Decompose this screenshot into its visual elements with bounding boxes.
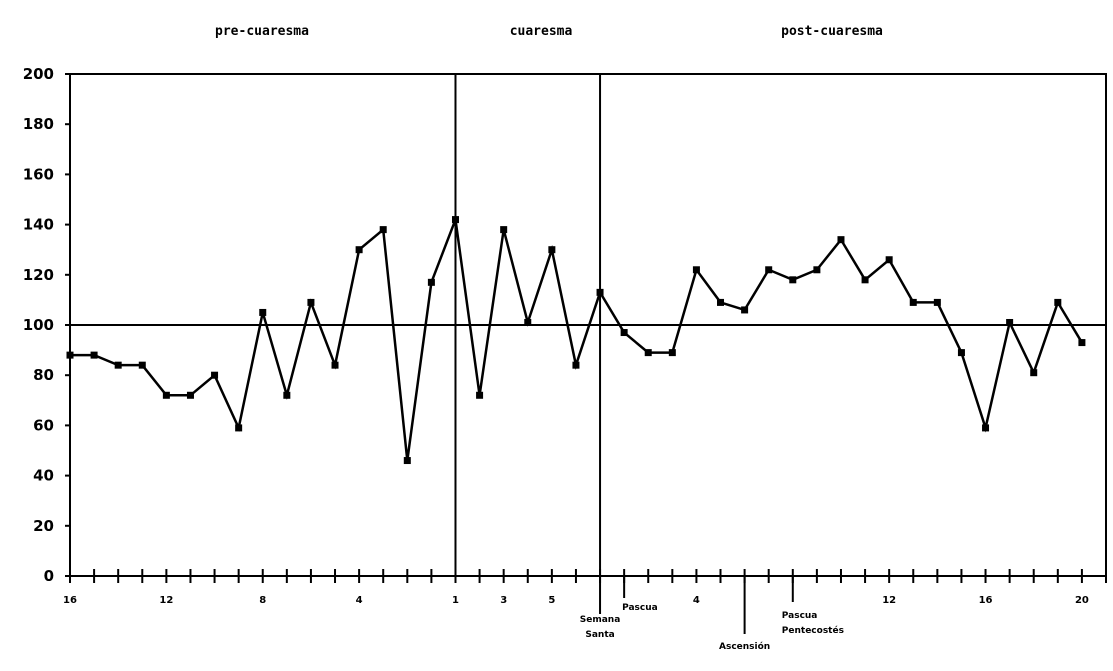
y-tick-label: 140 [23,216,54,234]
data-point [500,226,508,234]
event-label: Pascua [622,603,658,613]
x-axis: 16 12 8 4 1 3 5 4 12 16 20 [63,569,1107,606]
data-point [668,349,676,357]
data-point [789,276,797,284]
data-point [885,256,893,264]
period-label-lent: cuaresma [510,24,573,39]
data-point [1006,318,1014,326]
y-tick-label: 60 [33,416,54,434]
x-tick-label: 12 [159,595,173,606]
x-tick-label: 1 [452,595,459,606]
y-tick-label: 120 [23,266,54,284]
data-point [837,236,845,244]
data-point [427,278,435,286]
series-line [70,219,1083,461]
y-tick-label: 20 [33,517,54,535]
x-tick-label: 3 [500,595,507,606]
data-point [692,266,700,274]
data-point [90,351,98,359]
data-point [1030,369,1038,377]
data-point [162,391,170,399]
data-point [1054,298,1062,306]
y-tick-label: 0 [44,567,54,585]
event-markers: Semana Santa Pascua Ascensión Pascua Pentecos… [580,576,844,652]
data-point [66,351,74,359]
data-point [957,349,965,357]
period-label-pre: pre-cuaresma [215,24,309,39]
data-point [717,298,725,306]
y-tick-label: 180 [23,115,54,133]
x-tick-label: 4 [693,595,700,606]
y-tick-label: 160 [23,165,54,183]
x-tick-label: 8 [259,595,266,606]
event-label: Semana [580,615,621,625]
series-index [66,216,1086,465]
data-point [331,361,339,369]
data-point [1078,339,1086,347]
data-point [861,276,869,284]
data-point [548,246,556,254]
period-label-post: post-cuaresma [781,24,883,39]
x-tick-label: 5 [548,595,555,606]
data-point [355,246,363,254]
y-axis: 0 20 40 60 80 100 120 140 160 180 200 [23,65,70,585]
event-label: Ascensión [719,641,770,652]
y-tick-label: 200 [23,65,54,83]
data-point [909,298,917,306]
x-tick-label: 4 [356,595,363,606]
data-point [644,349,652,357]
x-tick-label: 20 [1075,595,1089,606]
x-tick-label: 16 [63,595,77,606]
data-point [211,371,219,379]
data-point [379,226,387,234]
event-label: Pentecostés [782,625,844,636]
y-tick-label: 100 [23,316,54,334]
data-point [933,298,941,306]
data-point [114,361,122,369]
event-label: Santa [585,630,614,640]
data-point [765,266,773,274]
data-point [451,216,459,224]
data-point [813,266,821,274]
data-point [476,391,484,399]
x-tick-label: 16 [979,595,993,606]
data-point [138,361,146,369]
data-point [403,457,411,465]
data-point [620,329,628,337]
y-tick-label: 80 [33,366,54,384]
data-point [741,306,749,314]
data-point [283,391,291,399]
data-point [235,424,243,432]
data-point [524,318,532,326]
data-point [307,298,315,306]
data-point [186,391,194,399]
data-point [982,424,990,432]
x-tick-label: 12 [882,595,896,606]
data-point [259,308,267,316]
event-label: Pascua [782,611,818,621]
data-point [596,288,604,296]
data-point [572,361,580,369]
y-tick-label: 40 [33,467,54,485]
